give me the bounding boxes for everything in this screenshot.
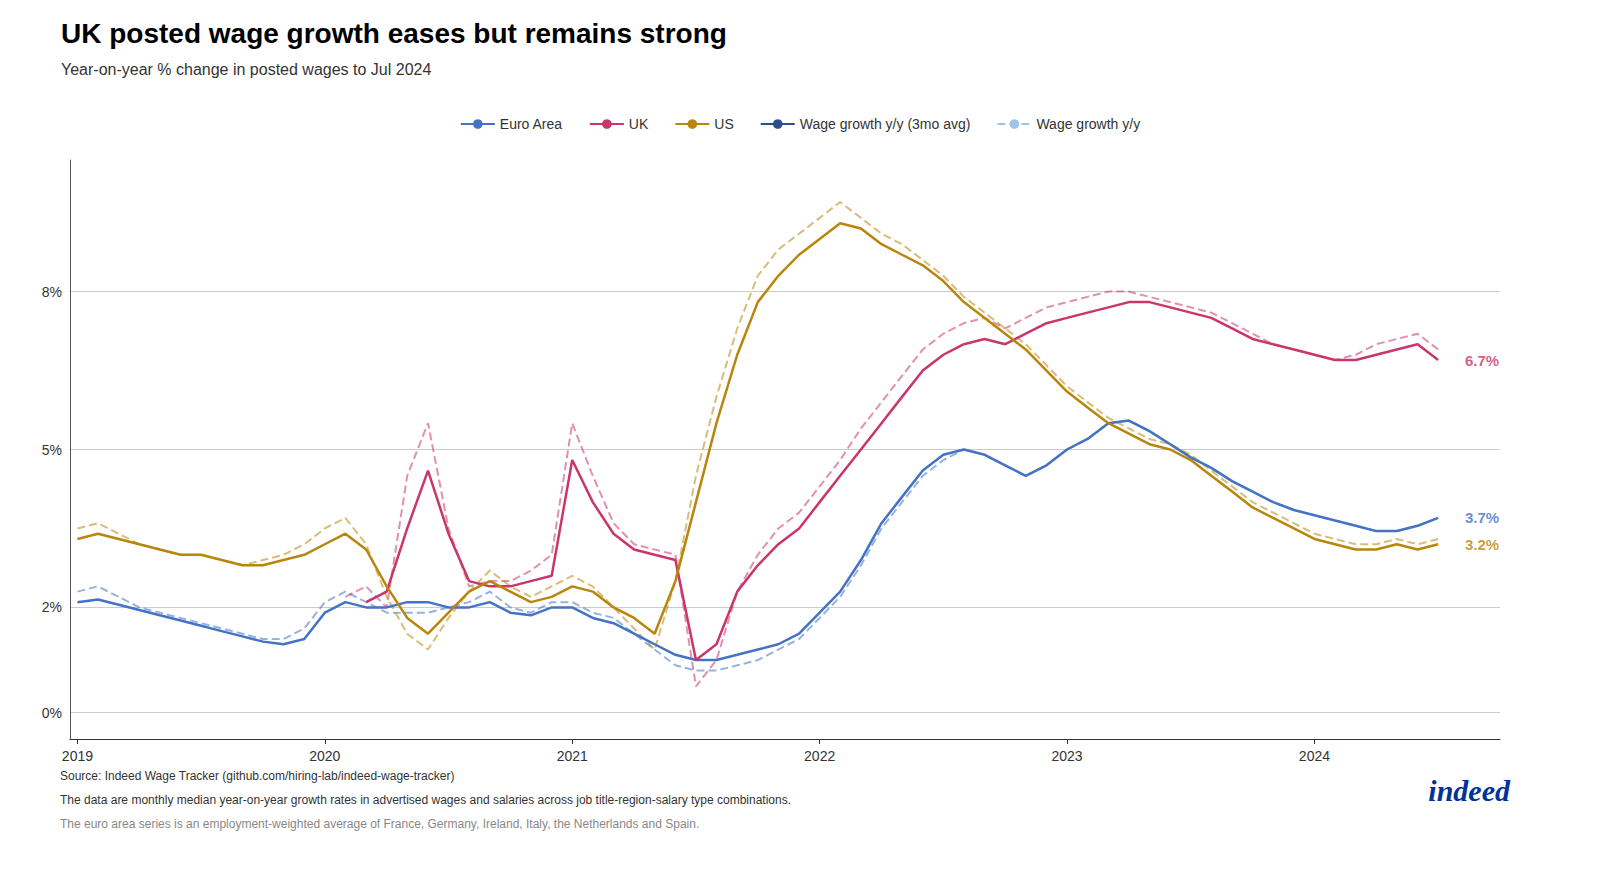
svg-text:0%: 0% [42,705,62,721]
svg-text:2023: 2023 [1051,748,1082,764]
svg-text:6.7%: 6.7% [1465,352,1499,369]
svg-text:The euro area series is an emp: The euro area series is an employment-we… [60,817,699,831]
svg-text:3.7%: 3.7% [1465,509,1499,526]
svg-text:2019: 2019 [62,748,93,764]
svg-text:UK: UK [629,116,649,132]
svg-text:Wage growth y/y (3mo avg): Wage growth y/y (3mo avg) [800,116,971,132]
svg-text:US: US [714,116,733,132]
svg-text:Euro Area: Euro Area [500,116,562,132]
svg-text:5%: 5% [42,442,62,458]
svg-text:2020: 2020 [309,748,340,764]
svg-text:UK posted wage growth eases bu: UK posted wage growth eases but remains … [61,18,727,49]
svg-text:Source: Indeed Wage Tracker (g: Source: Indeed Wage Tracker (github.com/… [60,769,454,783]
svg-text:indeed: indeed [1428,774,1511,807]
svg-text:3.2%: 3.2% [1465,536,1499,553]
svg-text:2022: 2022 [804,748,835,764]
svg-text:The data are monthly median ye: The data are monthly median year-on-year… [60,793,791,807]
svg-text:2021: 2021 [557,748,588,764]
svg-text:8%: 8% [42,284,62,300]
svg-text:Wage growth y/y: Wage growth y/y [1036,116,1140,132]
svg-text:2%: 2% [42,599,62,615]
svg-text:Year-on-year % change in poste: Year-on-year % change in posted wages to… [61,61,431,78]
svg-text:2024: 2024 [1299,748,1330,764]
